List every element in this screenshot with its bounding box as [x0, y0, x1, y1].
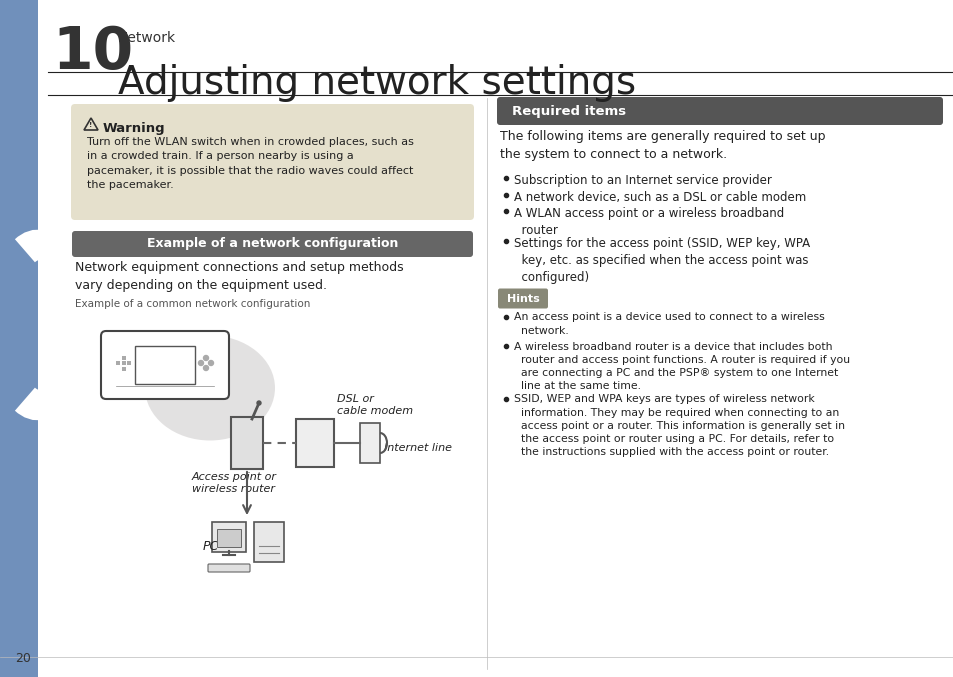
Text: Required items: Required items — [512, 104, 625, 118]
Text: An access point is a device used to connect to a wireless
  network.: An access point is a device used to conn… — [514, 313, 824, 336]
Text: Internet line: Internet line — [384, 443, 452, 453]
Text: 20: 20 — [15, 652, 30, 665]
FancyBboxPatch shape — [135, 346, 194, 384]
Bar — [122, 361, 126, 365]
Text: Turn off the WLAN switch when in crowded places, such as
in a crowded train. If : Turn off the WLAN switch when in crowded… — [87, 137, 414, 190]
Text: A wireless broadband router is a device that includes both
  router and access p: A wireless broadband router is a device … — [514, 341, 849, 391]
Text: A network device, such as a DSL or cable modem: A network device, such as a DSL or cable… — [514, 190, 805, 204]
Circle shape — [203, 355, 209, 360]
Text: Network equipment connections and setup methods
vary depending on the equipment : Network equipment connections and setup … — [75, 261, 403, 292]
Text: Settings for the access point (SSID, WEP key, WPA
  key, etc. as specified when : Settings for the access point (SSID, WEP… — [514, 237, 809, 284]
FancyBboxPatch shape — [253, 522, 284, 562]
FancyBboxPatch shape — [0, 0, 38, 677]
Text: Adjusting network settings: Adjusting network settings — [118, 64, 636, 102]
FancyBboxPatch shape — [497, 288, 547, 309]
FancyBboxPatch shape — [216, 529, 241, 547]
FancyBboxPatch shape — [208, 564, 250, 572]
Text: SSID, WEP and WPA keys are types of wireless network
  information. They may be : SSID, WEP and WPA keys are types of wire… — [514, 395, 844, 457]
Text: Warning: Warning — [103, 122, 166, 135]
FancyBboxPatch shape — [295, 419, 334, 467]
FancyBboxPatch shape — [71, 104, 474, 220]
Text: Subscription to an Internet service provider: Subscription to an Internet service prov… — [514, 174, 771, 187]
FancyBboxPatch shape — [359, 423, 379, 463]
Text: A WLAN access point or a wireless broadband
  router: A WLAN access point or a wireless broadb… — [514, 207, 783, 237]
Circle shape — [198, 360, 203, 366]
Bar — [122, 366, 126, 370]
Text: The following items are generally required to set up
the system to connect to a : The following items are generally requir… — [499, 130, 824, 161]
Text: !: ! — [90, 122, 92, 128]
Bar — [116, 361, 120, 365]
FancyBboxPatch shape — [71, 231, 473, 257]
FancyBboxPatch shape — [497, 97, 942, 125]
Bar — [122, 355, 126, 359]
Circle shape — [209, 360, 213, 366]
Text: Hints: Hints — [506, 294, 538, 303]
Circle shape — [256, 401, 261, 405]
Text: 10: 10 — [52, 24, 133, 81]
FancyBboxPatch shape — [212, 522, 246, 552]
Text: Example of a network configuration: Example of a network configuration — [147, 238, 397, 250]
Text: Access point or
wireless router: Access point or wireless router — [192, 472, 276, 494]
Text: DSL or
cable modem: DSL or cable modem — [336, 395, 413, 416]
Ellipse shape — [145, 336, 274, 441]
Circle shape — [203, 366, 209, 370]
Text: Example of a common network configuration: Example of a common network configuratio… — [75, 299, 310, 309]
Text: Network: Network — [118, 31, 176, 45]
Bar — [128, 361, 132, 365]
Text: PC: PC — [203, 540, 219, 554]
FancyBboxPatch shape — [231, 417, 263, 469]
FancyBboxPatch shape — [101, 331, 229, 399]
